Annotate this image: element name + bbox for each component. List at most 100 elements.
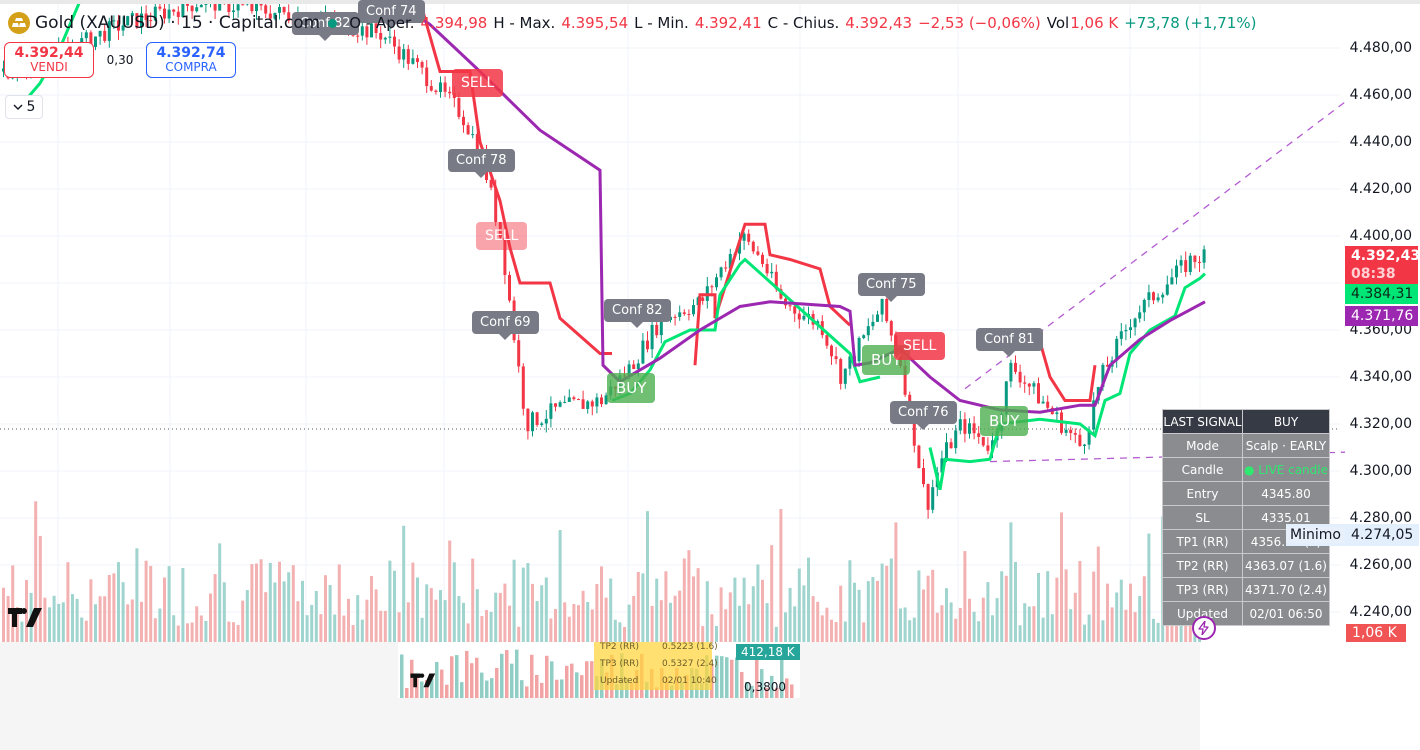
supertrend-price-tag: 4.384,31 <box>1345 284 1418 304</box>
ohlc-values: O - Aper. 4.394,98 H - Max. 4.395,54 L -… <box>349 14 1256 32</box>
sell-signal-marker: SELL <box>452 69 504 97</box>
moving-average-price-tag: 4.371,76 <box>1345 306 1418 326</box>
low-label: L - Min. <box>634 14 689 32</box>
row-key: TP2 (RR) <box>1162 553 1243 578</box>
change-value: −2,53 (−0,06%) <box>918 14 1041 32</box>
gold-bars-icon <box>8 12 30 34</box>
price-axis-label: 4.480,00 <box>1349 40 1412 56</box>
row-value: ● LIVE candle <box>1242 457 1330 482</box>
table-row: Mode Scalp · EARLY <box>1162 433 1330 458</box>
thumb-value: 0,3800 <box>744 680 786 694</box>
thumb-row-key: Updated <box>600 676 639 686</box>
price-axis-label: 4.400,00 <box>1349 228 1412 244</box>
price-chart-canvas[interactable] <box>0 0 1420 642</box>
row-key: Entry <box>1162 481 1243 506</box>
lower-right-panel <box>1200 642 1420 750</box>
low-price-marker: Minimo 4.274,05 <box>1286 524 1420 546</box>
volume-tag: 1,06 K <box>1346 624 1406 642</box>
table-row: Candle ● LIVE candle <box>1162 457 1330 482</box>
price-axis-label: 4.460,00 <box>1349 87 1412 103</box>
thumb-row-value: 0.5223 (1.6) <box>662 642 718 652</box>
close-value: 4.392,43 <box>845 14 913 32</box>
market-open-status-icon <box>328 18 338 28</box>
price-axis-label: 4.440,00 <box>1349 134 1412 150</box>
alert-flash-button[interactable] <box>1192 616 1216 640</box>
volume-label: Vol <box>1046 14 1070 32</box>
indicators-toggle-button[interactable]: 5 <box>5 95 43 119</box>
indicators-count: 5 <box>26 99 36 115</box>
thumbnail-table-bg <box>594 642 712 690</box>
last-price-value: 4.392,43 <box>1351 248 1420 264</box>
buy-signal-marker: BUY <box>607 373 656 403</box>
price-axis-label: 4.320,00 <box>1349 416 1412 432</box>
price-axis-label: 4.280,00 <box>1349 510 1412 526</box>
signal-header-value: BUY <box>1242 409 1330 434</box>
conf-signal-marker: Conf 78 <box>448 149 515 178</box>
symbol-title[interactable]: Gold (XAUUSD) · 15 · Capital.com <box>35 13 321 33</box>
conf-signal-marker: Conf 69 <box>472 311 539 340</box>
row-value: 4345.80 <box>1242 481 1330 506</box>
sell-price: 4.392,44 <box>14 45 84 61</box>
sell-label: VENDI <box>30 60 68 75</box>
open-value: 4.394,98 <box>420 14 488 32</box>
last-signal-table: LAST SIGNAL BUY Mode Scalp · EARLY Candle… <box>1162 409 1330 626</box>
conf-signal-marker: Conf 81 <box>976 328 1043 357</box>
bar-countdown: 08:38 <box>1351 266 1396 282</box>
row-key: TP3 (RR) <box>1162 577 1243 602</box>
row-value: Scalp · EARLY <box>1242 433 1330 458</box>
signal-header-key: LAST SIGNAL <box>1162 409 1243 434</box>
signal-table-header: LAST SIGNAL BUY <box>1162 409 1330 434</box>
conf-signal-marker: Conf 74 <box>358 0 425 29</box>
open-label: O - Aper. <box>349 14 415 32</box>
sell-button[interactable]: 4.392,44 VENDI <box>4 42 94 78</box>
row-value: 4371.70 (2.4) <box>1242 577 1330 602</box>
high-value: 4.395,54 <box>561 14 629 32</box>
price-axis-label: 4.300,00 <box>1349 463 1412 479</box>
conf-signal-marker: Conf 75 <box>858 273 925 302</box>
row-value: 4363.07 (1.6) <box>1242 553 1330 578</box>
close-label: C - Chius. <box>767 14 840 32</box>
volume-value: 1,06 K <box>1070 14 1119 32</box>
price-axis-label: 4.340,00 <box>1349 369 1412 385</box>
thumb-row-key: TP3 (RR) <box>600 659 640 669</box>
row-key: SL <box>1162 505 1243 530</box>
thumb-volume-badge: 412,18 K <box>736 644 800 660</box>
thumbnail-preview[interactable]: TP2 (RR) 0.5223 (1.6) TP3 (RR) 0.5327 (2… <box>398 642 800 698</box>
table-row: TP2 (RR) 4363.07 (1.6) <box>1162 553 1330 578</box>
top-border <box>0 0 1420 4</box>
row-key: Candle <box>1162 457 1243 482</box>
price-axis-label: 4.240,00 <box>1349 604 1412 620</box>
conf-signal-marker: Conf 82 <box>604 299 671 328</box>
spread-value: 0,30 <box>106 52 134 67</box>
low-marker-value: 4.274,05 <box>1350 527 1414 543</box>
indicator-change-value: +73,78 (+1,71%) <box>1124 14 1257 32</box>
lightning-icon <box>1198 621 1209 635</box>
conf-signal-marker: Conf 76 <box>890 401 957 430</box>
table-row: TP3 (RR) 4371.70 (2.4) <box>1162 577 1330 602</box>
chart-area[interactable]: Gold (XAUUSD) · 15 · Capital.com O - Ape… <box>0 0 1420 642</box>
thumb-row-value: 02/01 10:40 <box>662 676 717 686</box>
high-label: H - Max. <box>493 14 556 32</box>
price-axis-label: 4.420,00 <box>1349 181 1412 197</box>
buy-label: COMPRA <box>165 60 217 75</box>
row-value: 02/01 06:50 <box>1242 601 1330 626</box>
table-row: Entry 4345.80 <box>1162 481 1330 506</box>
price-axis-label: 4.260,00 <box>1349 557 1412 573</box>
sell-signal-marker: SELL <box>476 222 528 250</box>
conf-signal-marker: Conf 82 <box>292 12 359 41</box>
thumb-row-value: 0.5327 (2.4) <box>662 659 718 669</box>
low-value: 4.392,41 <box>694 14 762 32</box>
tradingview-logo[interactable] <box>8 606 48 632</box>
symbol-legend: Gold (XAUUSD) · 15 · Capital.com O - Ape… <box>8 12 1256 34</box>
sell-signal-marker: SELL <box>894 332 946 360</box>
buy-price: 4.392,74 <box>156 45 226 61</box>
low-marker-label: Minimo <box>1286 527 1345 543</box>
price-axis-label: 4.360,00 <box>1349 322 1412 338</box>
buy-signal-marker: BUY <box>980 406 1029 436</box>
buy-button[interactable]: 4.392,74 COMPRA <box>146 42 236 78</box>
table-row: Updated 02/01 06:50 <box>1162 601 1330 626</box>
trade-buttons: 4.392,44 VENDI 0,30 4.392,74 COMPRA <box>4 42 236 78</box>
tradingview-logo-icon <box>410 673 436 688</box>
chevron-down-icon <box>13 104 23 110</box>
last-price-tag: 4.392,43 08:38 <box>1345 246 1420 286</box>
